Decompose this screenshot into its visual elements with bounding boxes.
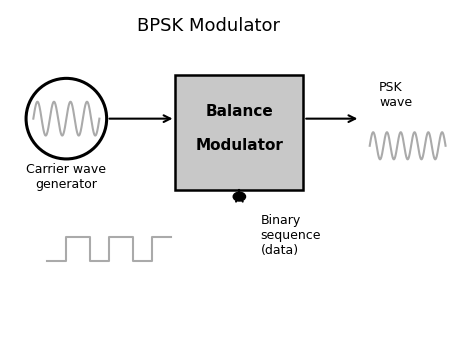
Text: Balance: Balance bbox=[206, 104, 273, 119]
Circle shape bbox=[233, 192, 246, 201]
Text: PSK
wave: PSK wave bbox=[379, 81, 412, 109]
Text: Carrier wave
generator: Carrier wave generator bbox=[27, 163, 106, 191]
Text: BPSK Modulator: BPSK Modulator bbox=[137, 17, 280, 35]
Bar bbox=[175, 75, 303, 190]
Text: Binary
sequence
(data): Binary sequence (data) bbox=[261, 214, 321, 257]
Text: Modulator: Modulator bbox=[195, 138, 283, 153]
